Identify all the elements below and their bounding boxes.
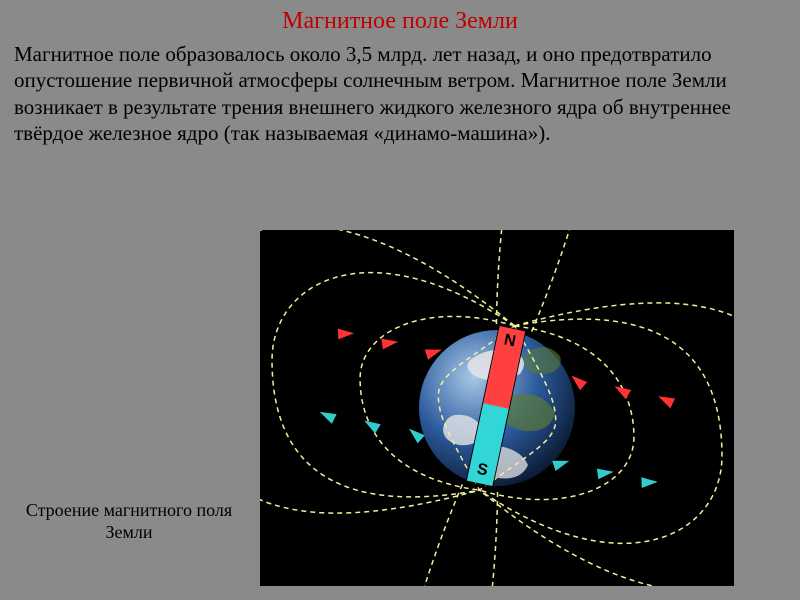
body-paragraph: Магнитное поле образовалось около 3,5 мл… <box>0 41 800 154</box>
diagram-caption: Строение магнитного поля Земли <box>14 500 244 543</box>
page-title: Магнитное поле Земли <box>0 0 800 41</box>
magnetic-field-diagram: N S <box>260 230 734 586</box>
